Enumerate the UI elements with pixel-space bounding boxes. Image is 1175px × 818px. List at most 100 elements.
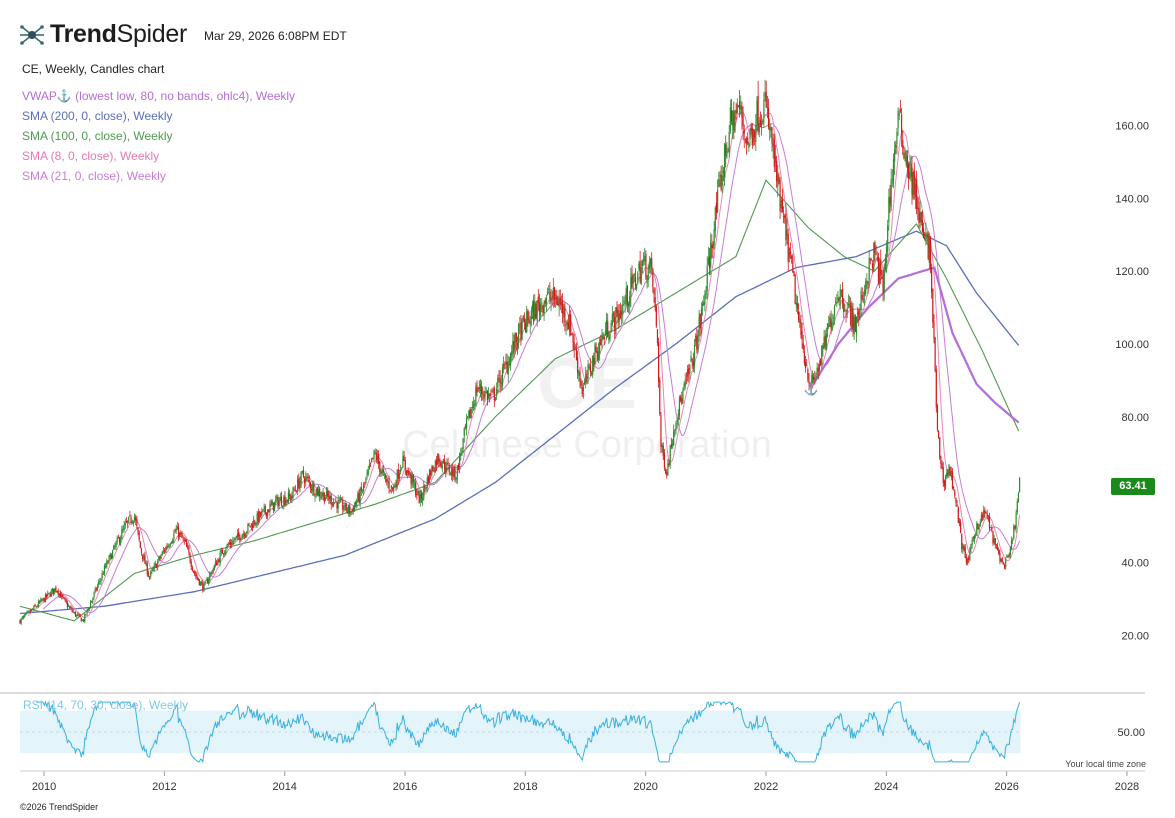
candle[interactable] (910, 155, 912, 182)
candle[interactable] (568, 305, 571, 337)
candle[interactable] (787, 228, 789, 272)
candle[interactable] (1005, 557, 1007, 570)
candle[interactable] (158, 555, 160, 563)
candle[interactable] (468, 410, 470, 421)
candle[interactable] (67, 603, 70, 608)
candle[interactable] (745, 136, 748, 155)
candle[interactable] (750, 122, 752, 136)
candle[interactable] (106, 558, 108, 569)
candle[interactable] (814, 370, 816, 385)
candle[interactable] (651, 252, 653, 275)
candle[interactable] (40, 597, 42, 603)
candle[interactable] (338, 496, 340, 504)
candle[interactable] (150, 569, 152, 580)
candle[interactable] (433, 466, 435, 473)
candle[interactable] (582, 383, 585, 399)
candle[interactable] (344, 500, 346, 511)
candle[interactable] (136, 515, 138, 529)
candle[interactable] (752, 128, 755, 146)
candle[interactable] (361, 488, 364, 494)
candle[interactable] (859, 303, 861, 321)
candle[interactable] (877, 252, 880, 286)
candle[interactable] (771, 126, 773, 152)
candle[interactable] (250, 523, 252, 531)
candle[interactable] (105, 562, 107, 569)
candle[interactable] (780, 196, 782, 214)
candle[interactable] (587, 359, 589, 385)
candle[interactable] (848, 295, 851, 309)
candle[interactable] (70, 605, 72, 609)
candle[interactable] (434, 459, 436, 473)
candle[interactable] (902, 129, 904, 156)
candle[interactable] (322, 487, 324, 501)
candle[interactable] (86, 609, 88, 616)
candle[interactable] (140, 547, 143, 556)
candle[interactable] (933, 314, 935, 344)
candle[interactable] (550, 289, 552, 312)
candle[interactable] (337, 494, 339, 514)
candle[interactable] (723, 143, 726, 186)
candle[interactable] (782, 206, 785, 224)
candle[interactable] (896, 128, 898, 155)
candle[interactable] (899, 100, 902, 114)
candle[interactable] (577, 350, 579, 379)
candle[interactable] (855, 316, 858, 343)
candle[interactable] (1015, 509, 1017, 533)
candle[interactable] (609, 330, 611, 343)
candle[interactable] (401, 466, 403, 471)
candle[interactable] (608, 330, 610, 345)
candle[interactable] (100, 577, 102, 585)
candle[interactable] (341, 497, 343, 501)
candle[interactable] (310, 484, 313, 494)
candle[interactable] (646, 275, 648, 289)
candle[interactable] (791, 254, 793, 264)
candle[interactable] (711, 234, 713, 259)
candle[interactable] (282, 505, 284, 510)
candle[interactable] (502, 356, 505, 374)
candle[interactable] (894, 141, 896, 176)
candle[interactable] (825, 327, 827, 351)
candle[interactable] (239, 533, 241, 544)
candle[interactable] (925, 222, 927, 246)
candle[interactable] (868, 250, 870, 288)
candle[interactable] (837, 290, 839, 303)
candle[interactable] (726, 141, 728, 159)
candle[interactable] (207, 576, 210, 586)
candle[interactable] (304, 476, 306, 489)
candle[interactable] (462, 437, 464, 454)
candle[interactable] (740, 95, 742, 115)
candle[interactable] (371, 457, 373, 463)
candle[interactable] (986, 509, 988, 520)
candle[interactable] (125, 517, 128, 524)
candle[interactable] (666, 468, 668, 479)
candle[interactable] (128, 516, 130, 524)
candle[interactable] (151, 567, 153, 575)
candle[interactable] (85, 614, 87, 616)
candle[interactable] (884, 253, 886, 271)
candle[interactable] (998, 547, 1000, 556)
candle[interactable] (448, 462, 450, 476)
candle[interactable] (166, 543, 168, 551)
candle[interactable] (294, 485, 296, 492)
candle[interactable] (63, 596, 65, 600)
candle[interactable] (599, 337, 601, 361)
candle[interactable] (1003, 563, 1006, 570)
candle[interactable] (553, 286, 556, 308)
candle[interactable] (410, 472, 412, 489)
candle[interactable] (600, 334, 602, 346)
candle[interactable] (560, 295, 563, 313)
candle[interactable] (455, 477, 457, 484)
candle[interactable] (981, 512, 984, 522)
candle[interactable] (903, 145, 905, 160)
candle[interactable] (786, 218, 788, 245)
candle[interactable] (56, 590, 58, 593)
candle[interactable] (1008, 552, 1010, 559)
candle[interactable] (950, 466, 952, 481)
candle[interactable] (43, 597, 45, 602)
candle[interactable] (734, 109, 736, 133)
candle[interactable] (565, 320, 567, 335)
candle[interactable] (486, 389, 489, 406)
candle[interactable] (763, 91, 765, 129)
candle[interactable] (892, 153, 895, 189)
candle[interactable] (809, 382, 811, 390)
